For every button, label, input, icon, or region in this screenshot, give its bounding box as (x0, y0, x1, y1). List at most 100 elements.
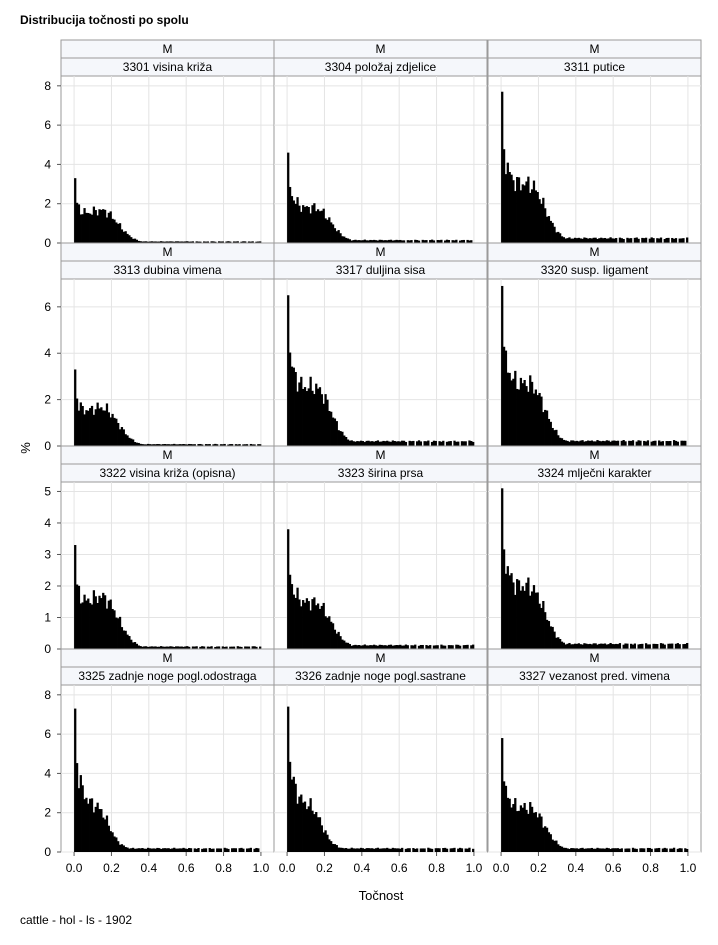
histogram-bar (348, 848, 352, 852)
histogram-bar (564, 644, 567, 649)
histogram-bar (339, 233, 342, 243)
histogram-bar (113, 417, 116, 446)
histogram-bar (182, 444, 185, 446)
histogram-bar (534, 190, 537, 243)
histogram-bar (352, 240, 355, 243)
histogram-bar (369, 239, 372, 243)
y-tick-label: 4 (44, 516, 51, 530)
histogram-bar (328, 217, 331, 243)
histogram-bar (231, 444, 234, 446)
histogram-bar (519, 190, 523, 243)
histogram-bar (135, 239, 139, 243)
histogram-bar (423, 441, 426, 446)
histogram-bar (579, 440, 582, 446)
histogram-bar (447, 441, 451, 446)
histogram-bar (615, 848, 618, 852)
histogram-bar (358, 645, 361, 649)
histogram-bar (613, 848, 616, 852)
histogram-bar (154, 848, 157, 852)
histogram-bar (525, 582, 528, 649)
histogram-bar (521, 184, 524, 243)
histogram-bar (219, 241, 223, 243)
histogram-bar (318, 608, 322, 649)
histogram-bar (594, 441, 597, 446)
histogram-bar (120, 229, 124, 243)
y-tick-label: 0 (44, 642, 51, 656)
histogram-bar (290, 584, 294, 649)
histogram-bar (77, 410, 81, 446)
histogram-bar (449, 645, 452, 649)
histogram-bar (447, 240, 451, 243)
histogram-bar (117, 618, 120, 649)
histogram-bar (102, 209, 105, 243)
histogram-bar (684, 848, 687, 852)
histogram-bar (566, 440, 569, 446)
histogram-bar (126, 435, 129, 446)
histogram-bar (544, 409, 547, 446)
histogram-bar (133, 848, 137, 852)
histogram-bar (624, 643, 627, 649)
y-tick-label: 6 (44, 727, 51, 741)
histogram-bar (583, 643, 586, 649)
histogram-bar (75, 584, 79, 649)
histogram-bar (611, 644, 614, 649)
histogram-bar (447, 645, 451, 649)
histogram-bar (592, 848, 595, 852)
histogram-bar (502, 149, 506, 243)
row-header-label: M (590, 651, 600, 665)
row-header-label: M (590, 448, 600, 462)
histogram-bar (255, 847, 258, 852)
histogram-bar (160, 444, 163, 446)
histogram-bar (316, 603, 320, 649)
x-tick-label: 0.2 (316, 861, 333, 875)
histogram-bar (534, 812, 537, 852)
histogram-bar (402, 240, 406, 243)
histogram-bar (245, 848, 249, 852)
x-tick-label: 0.6 (605, 861, 622, 875)
histogram-bar (512, 804, 515, 852)
histogram-bar (173, 443, 176, 446)
histogram-bar (350, 240, 353, 243)
histogram-bar (305, 391, 309, 446)
histogram-bar (590, 644, 594, 649)
histogram-bar (259, 241, 262, 243)
histogram-bar (92, 206, 96, 243)
histogram-bar (373, 848, 376, 852)
histogram-bar (169, 848, 172, 852)
histogram-bar (406, 645, 409, 649)
histogram-bar (549, 421, 552, 446)
histogram-bar (607, 238, 610, 243)
histogram-bar (178, 646, 181, 649)
histogram-bar (601, 238, 605, 243)
histogram-bar (429, 848, 432, 852)
histogram-bar (637, 644, 640, 649)
x-tick-label: 1.0 (680, 861, 697, 875)
histogram-bar (600, 237, 603, 243)
histogram-bar (654, 440, 657, 446)
footnote: cattle - hol - ls - 1902 (20, 913, 133, 927)
histogram-bar (570, 644, 573, 649)
histogram-bar (361, 240, 365, 243)
histogram-bar (167, 444, 170, 446)
histogram-bar (167, 241, 170, 243)
histogram-bar (387, 239, 391, 243)
histogram-bar (169, 444, 172, 446)
histogram-bar (174, 848, 178, 852)
histogram-bar (472, 848, 475, 852)
histogram-bar (432, 440, 436, 446)
histogram-bar (399, 644, 402, 649)
histogram-bar (440, 239, 443, 243)
histogram-bar (146, 443, 150, 446)
histogram-bar (588, 848, 592, 852)
histogram-bar (346, 439, 350, 446)
histogram-bar (397, 848, 400, 852)
histogram-bar (298, 382, 301, 446)
histogram-bar (421, 848, 424, 852)
histogram-bar (253, 646, 256, 649)
histogram-bar (572, 440, 575, 446)
histogram-bar (186, 646, 189, 649)
histogram-bar (77, 204, 81, 243)
histogram-bar (506, 162, 509, 243)
x-tick-label: 0.2 (530, 861, 547, 875)
histogram-bar (137, 645, 140, 649)
